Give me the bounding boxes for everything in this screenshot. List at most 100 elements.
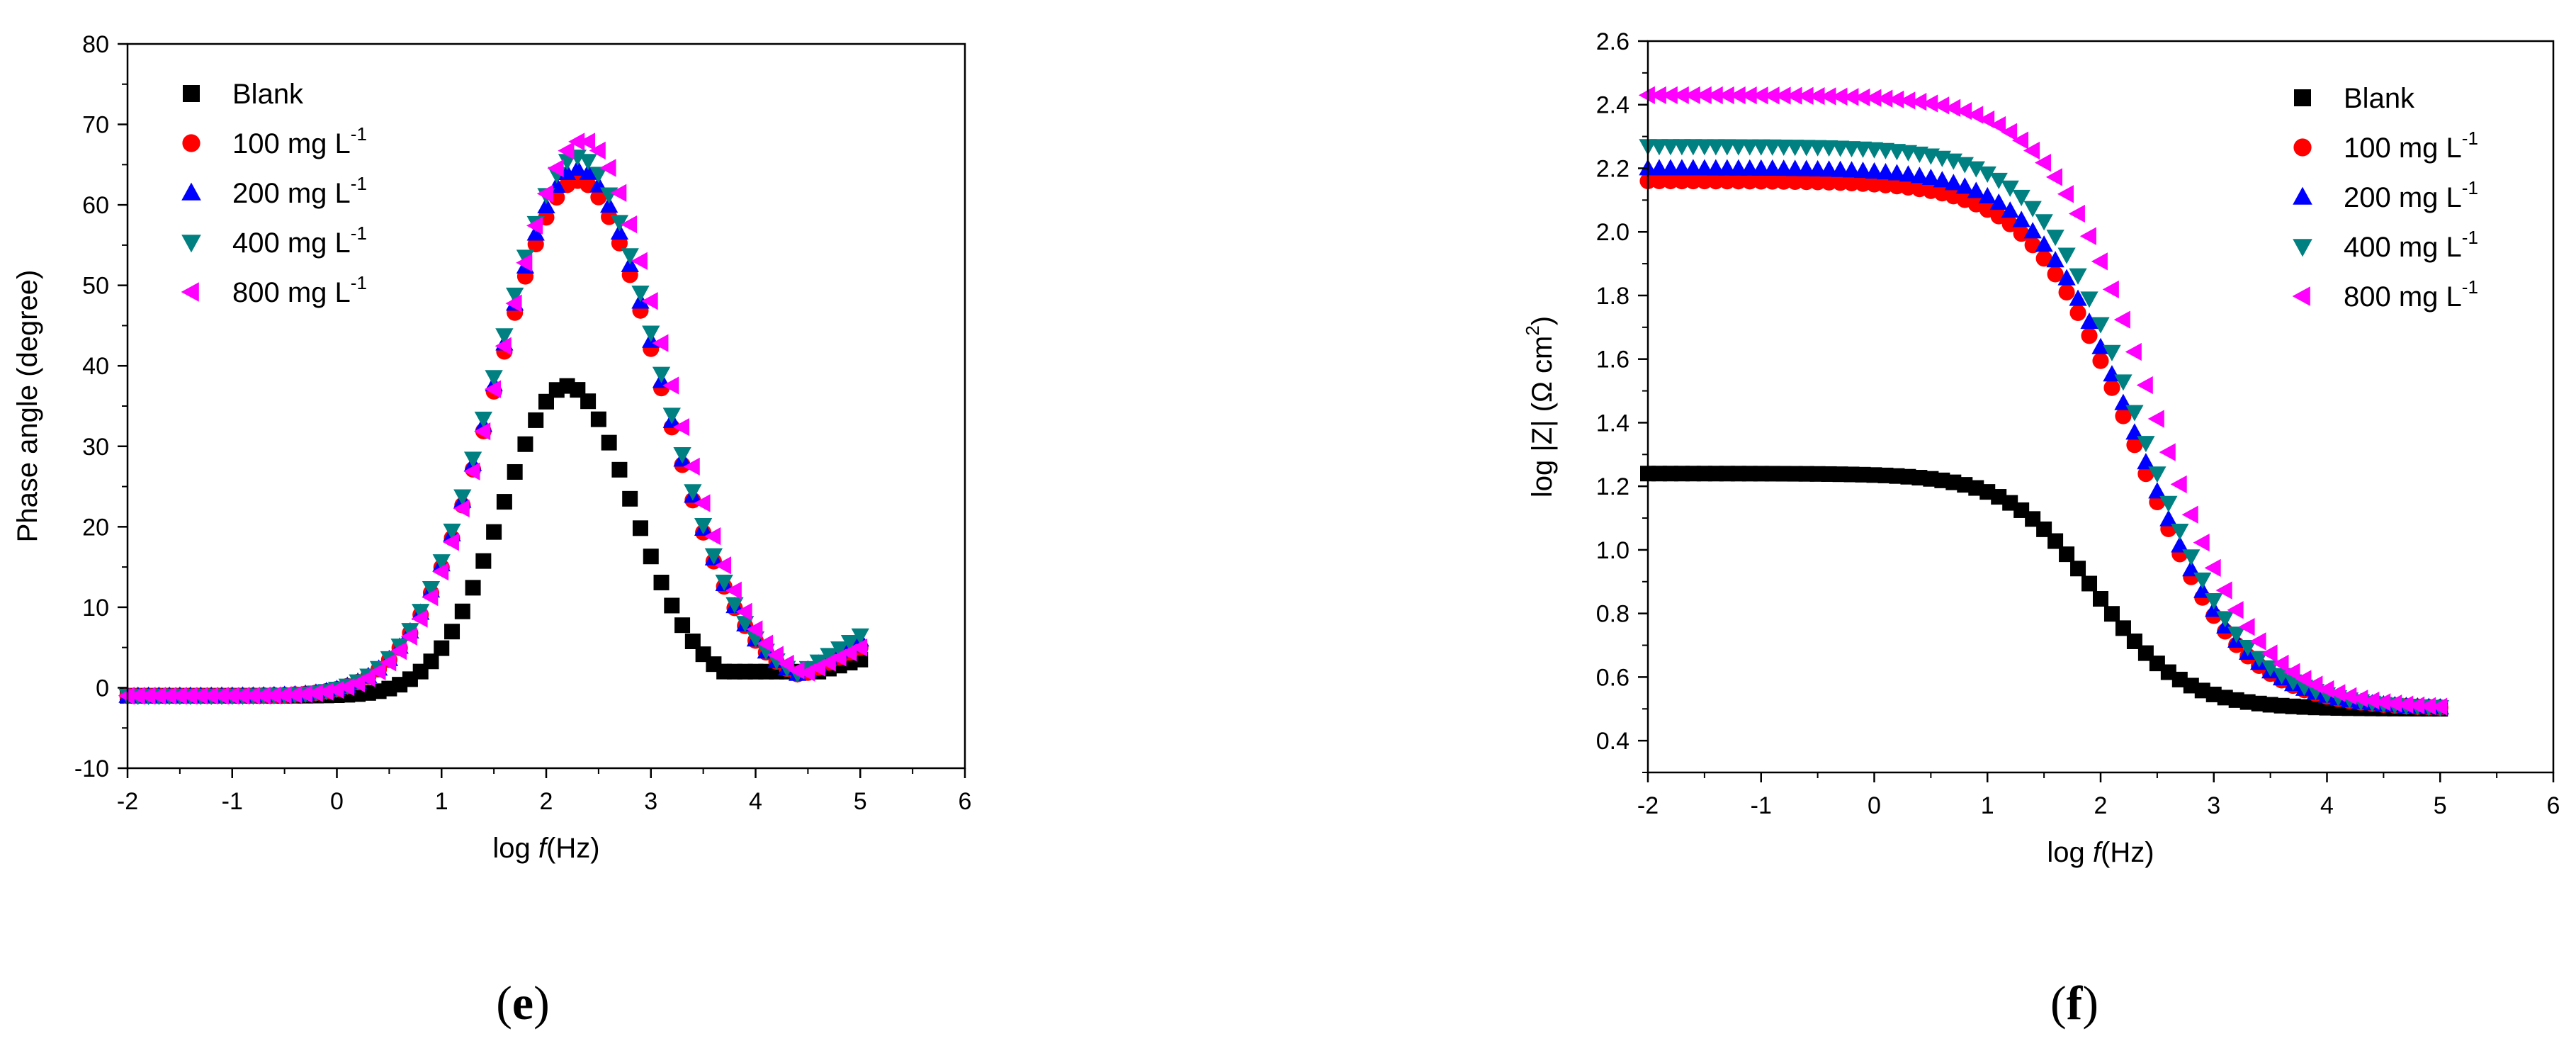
data-point <box>1944 99 1961 117</box>
data-point <box>672 418 689 437</box>
data-point <box>443 523 461 541</box>
x-tick-label: 1 <box>435 788 448 815</box>
data-point <box>2046 251 2064 268</box>
data-point <box>2092 352 2109 369</box>
legend-marker <box>183 85 200 102</box>
data-point <box>1707 159 1725 176</box>
data-point <box>851 639 868 657</box>
x-tick-label: 3 <box>2207 792 2220 819</box>
data-point <box>1718 159 1736 176</box>
x-axis-title-f: log f(Hz) <box>2047 837 2154 868</box>
data-point <box>2272 654 2289 673</box>
data-point <box>212 687 229 705</box>
data-point <box>1774 86 1791 105</box>
legend-marker <box>2293 186 2312 205</box>
data-point <box>380 653 397 672</box>
data-point <box>1673 139 1691 156</box>
data-point <box>2070 561 2086 577</box>
data-point <box>694 518 713 535</box>
data-point <box>1797 86 1814 105</box>
data-point <box>1650 159 1668 176</box>
data-point <box>1661 86 1678 105</box>
data-point <box>453 489 472 506</box>
data-point <box>1808 159 1827 176</box>
data-point <box>1955 157 1974 174</box>
legend-item: 800 mg L-1 <box>181 272 367 308</box>
data-point <box>1990 208 2007 225</box>
data-point <box>1978 186 1996 204</box>
data-point <box>736 616 755 633</box>
data-point <box>2283 663 2300 681</box>
data-point <box>159 687 176 705</box>
data-point <box>1978 110 1995 129</box>
data-point <box>2125 423 2144 440</box>
data-point <box>1797 159 1816 176</box>
data-point <box>1808 86 1825 106</box>
data-point <box>704 548 723 565</box>
data-point <box>222 687 239 705</box>
y-tick-label: 20 <box>82 514 109 541</box>
x-tick-label: 2 <box>2094 792 2108 819</box>
data-point <box>1775 173 1792 190</box>
y-tick-label: 80 <box>82 31 109 58</box>
data-point <box>1876 163 1895 180</box>
data-point <box>2385 694 2402 713</box>
data-point <box>2125 405 2144 422</box>
panel-label-e: (e) <box>496 976 550 1030</box>
data-point <box>2227 626 2246 643</box>
y-tick-label: 10 <box>82 595 109 622</box>
legend-item: 400 mg L-1 <box>2293 227 2478 263</box>
legend-item: 100 mg L-1 <box>182 123 367 159</box>
data-point <box>516 254 533 272</box>
data-point <box>1763 86 1780 105</box>
data-point <box>1842 161 1861 178</box>
data-point <box>579 154 597 171</box>
x-tick-label: -2 <box>1637 792 1659 819</box>
data-point <box>1650 139 1668 156</box>
data-point <box>1752 139 1770 156</box>
data-point <box>652 366 671 383</box>
data-point <box>601 208 618 225</box>
data-point <box>1685 173 1702 190</box>
data-point <box>2136 376 2153 395</box>
data-point <box>275 686 292 704</box>
data-point <box>2034 153 2052 172</box>
data-point <box>1741 139 1759 156</box>
data-point <box>2103 379 2120 396</box>
data-point <box>2159 495 2178 512</box>
x-tick-label: 6 <box>2547 792 2560 819</box>
data-point <box>2046 230 2064 247</box>
data-point <box>2023 222 2042 239</box>
data-point <box>444 624 461 640</box>
x-tick-label: 5 <box>854 788 867 815</box>
chart-panel-f: -2 -1 0 1 2 3 4 5 6 0.4 0.6 0.8 1.0 1.2 1.4 1.6 1.8 2.0 2.… <box>1522 28 2560 868</box>
data-point <box>118 687 135 705</box>
data-point <box>2012 189 2030 206</box>
data-point <box>286 685 303 704</box>
data-point <box>2001 123 2018 141</box>
data-point <box>684 634 701 650</box>
data-point <box>2047 533 2064 549</box>
data-point <box>2115 620 2131 636</box>
data-point <box>851 628 869 645</box>
data-point <box>1887 90 1904 109</box>
data-point <box>1695 86 1712 105</box>
data-point <box>1752 159 1770 176</box>
data-point <box>411 609 428 628</box>
data-point <box>2091 337 2110 354</box>
data-point <box>2001 180 2019 197</box>
data-point <box>1944 174 1962 191</box>
legend-e: Blank 100 mg L-1 200 mg L-1 400 mg L-1 800 m… <box>181 79 367 308</box>
data-point <box>1706 86 1723 105</box>
data-point <box>139 687 156 705</box>
data-point <box>2137 453 2155 470</box>
data-point <box>244 686 261 705</box>
data-point <box>475 553 492 569</box>
data-point <box>1638 86 1655 104</box>
data-points-f <box>1638 86 2449 717</box>
data-point <box>2181 505 2198 524</box>
data-point <box>2103 606 2120 622</box>
data-point <box>589 141 606 160</box>
data-point <box>1785 86 1802 105</box>
